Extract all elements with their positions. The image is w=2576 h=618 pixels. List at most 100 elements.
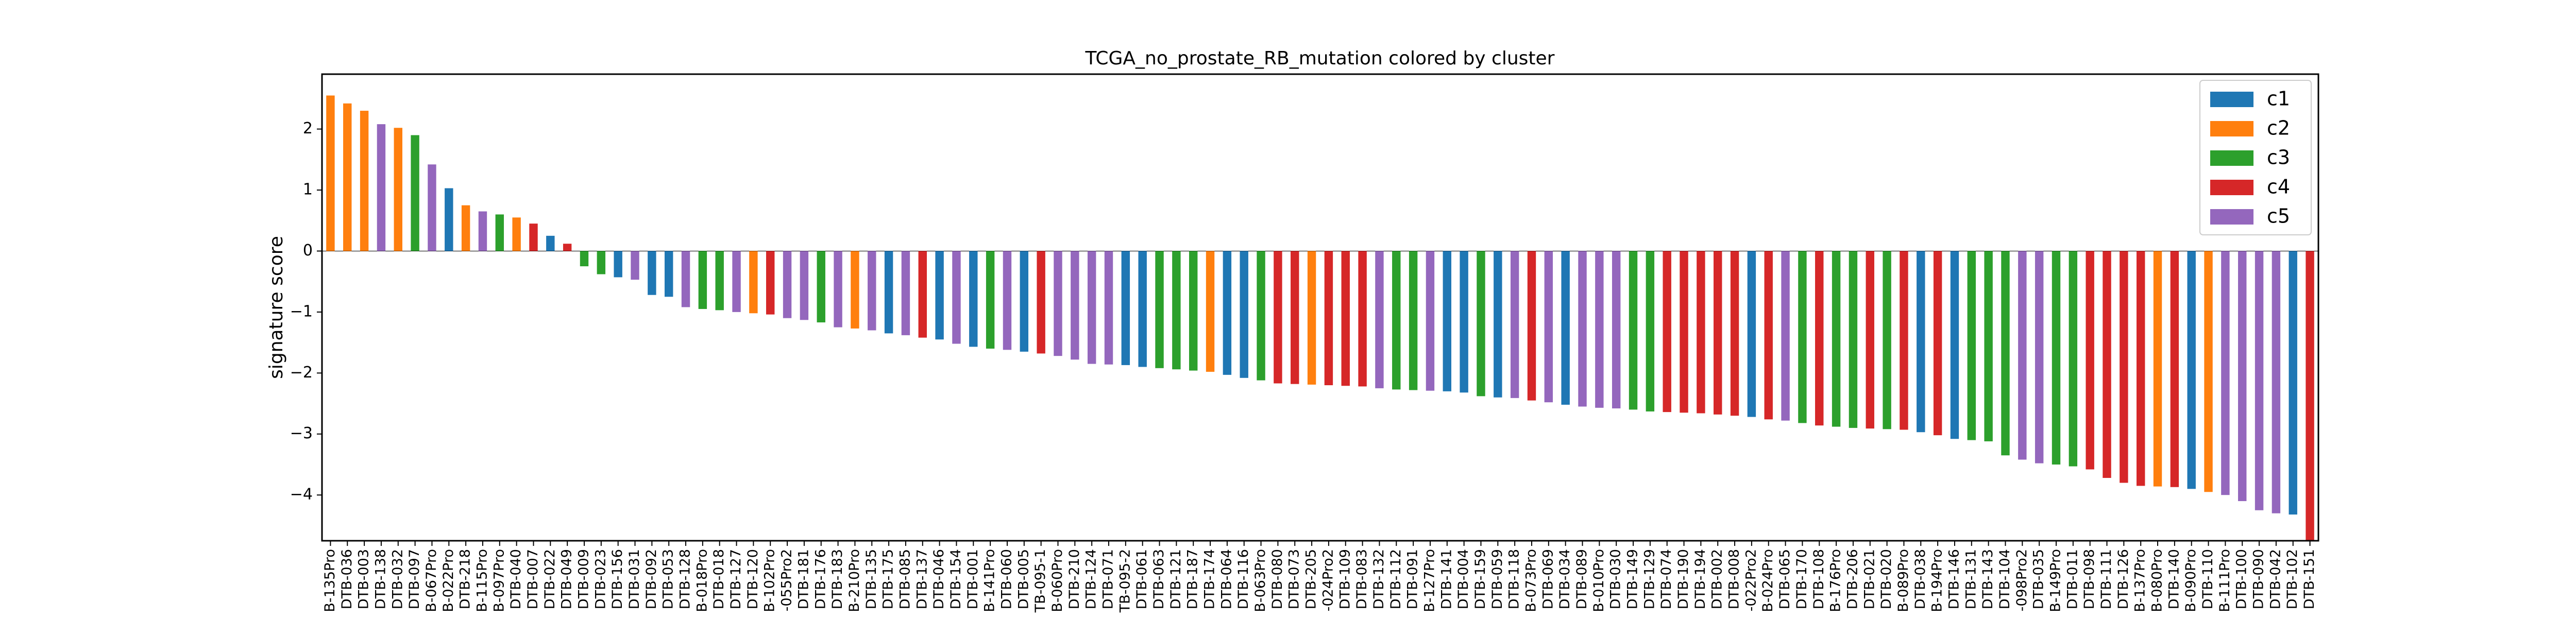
legend-swatch (2210, 150, 2253, 166)
bar (2001, 251, 2010, 456)
x-tick-label: DTB-034 (1557, 549, 1573, 609)
bar (1781, 251, 1790, 421)
x-tick-label: B-010Pro (1591, 549, 1607, 612)
bar (986, 251, 995, 349)
bar (698, 251, 707, 309)
x-tick-label: DTB-046 (931, 549, 947, 609)
x-tick-label: -024Pro2 (1320, 549, 1336, 611)
x-tick-label: DTB-038 (1912, 549, 1928, 609)
x-tick-label: DTB-104 (1997, 549, 2013, 609)
x-tick-label: DTB-001 (965, 549, 981, 609)
x-tick-label: DTB-132 (1371, 549, 1387, 609)
x-tick-label: DTB-149 (1625, 549, 1641, 609)
bar (1087, 251, 1096, 364)
legend-label: c4 (2267, 176, 2290, 198)
bar (326, 95, 335, 251)
bar (1866, 251, 1874, 429)
bar (1527, 251, 1536, 401)
bar (2238, 251, 2247, 502)
x-tick-label: DTB-061 (1134, 549, 1150, 609)
bar (2272, 251, 2281, 513)
bar (394, 128, 402, 251)
bar (2289, 251, 2297, 515)
x-tick-label: B-176Pro (1828, 549, 1844, 612)
bar (2204, 251, 2213, 492)
x-tick-label: DTB-156 (609, 549, 625, 609)
bar (529, 224, 538, 251)
x-tick-label: DTB-007 (525, 549, 541, 609)
chart-title: TCGA_no_prostate_RB_mutation colored by … (1085, 48, 1555, 69)
bar (1714, 251, 1722, 415)
x-tick-label: DTB-121 (1168, 549, 1184, 609)
x-tick-label: B-137Pro (2132, 549, 2148, 612)
bar (1104, 251, 1113, 365)
bar (935, 251, 944, 340)
bar (2221, 251, 2230, 495)
x-tick-label: DTB-069 (1540, 549, 1556, 609)
legend-swatch (2210, 180, 2253, 195)
x-tick-label: DTB-127 (728, 549, 744, 609)
x-tick-label: DTB-151 (2301, 549, 2317, 609)
x-tick-label: DTB-175 (880, 549, 896, 609)
bar (461, 205, 470, 251)
bar (749, 251, 758, 314)
x-tick-label: DTB-073 (1286, 549, 1302, 609)
bar (495, 214, 504, 251)
bar (834, 251, 842, 328)
x-tick-label: DTB-131 (1963, 549, 1979, 609)
bar (512, 217, 521, 251)
bar (1747, 251, 1756, 417)
legend: c1 c2 c3 c4 c5 (2199, 80, 2312, 235)
x-tick-label: DTB-032 (389, 549, 405, 609)
bar (2306, 251, 2314, 541)
x-tick-label: DTB-083 (1354, 549, 1370, 609)
x-tick-label: DTB-100 (2234, 549, 2250, 609)
bar (1138, 251, 1147, 367)
legend-label: c3 (2267, 146, 2290, 169)
x-tick-label: B-063Pro (1252, 549, 1268, 612)
x-tick-label: DTB-140 (2166, 549, 2182, 609)
bar (546, 235, 555, 251)
legend-label: c5 (2267, 205, 2290, 228)
x-tick-label: B-018Pro (694, 549, 710, 612)
bar (715, 251, 724, 311)
bar (1544, 251, 1553, 403)
bar (1900, 251, 1908, 430)
bar (1832, 251, 1841, 427)
bar (1071, 251, 1079, 360)
x-tick-label: DTB-111 (2098, 549, 2114, 609)
x-tick-label: DTB-112 (1388, 549, 1404, 609)
x-tick-label: DTB-090 (2251, 549, 2267, 609)
x-tick-label: DTB-210 (1066, 549, 1082, 609)
bar (411, 135, 419, 251)
x-tick-label: DTB-059 (1489, 549, 1505, 609)
x-tick-label: B-111Pro (2217, 549, 2233, 612)
x-tick-label: DTB-116 (1235, 549, 1251, 609)
bar (1798, 251, 1807, 423)
bar (1003, 251, 1012, 350)
x-tick-label: DTB-065 (1777, 549, 1793, 609)
x-tick-label: DTB-074 (1658, 549, 1674, 609)
bar (1697, 251, 1705, 414)
x-tick-label: DTB-053 (660, 549, 676, 609)
x-tick-label: DTB-159 (1472, 549, 1488, 609)
bar (445, 188, 453, 251)
x-tick-label: B-073Pro (1523, 549, 1539, 612)
bar (1646, 251, 1655, 411)
y-tick-label: −4 (290, 486, 313, 504)
bar (2052, 251, 2061, 465)
x-tick-label: B-102Pro (762, 549, 778, 612)
x-tick-label: DTB-020 (1878, 549, 1894, 609)
x-tick-label: DTB-137 (914, 549, 930, 609)
x-tick-label: DTB-124 (1083, 549, 1099, 609)
bar (1984, 251, 1993, 441)
x-tick-label: DTB-128 (677, 549, 693, 609)
x-tick-label: B-067Pro (423, 549, 439, 612)
bar (428, 164, 436, 251)
x-tick-label: DTB-005 (1015, 549, 1031, 609)
x-tick-label: B-135Pro (322, 549, 338, 612)
bar (1933, 251, 1942, 436)
bar (1257, 251, 1265, 381)
y-tick-label: 1 (303, 181, 313, 199)
